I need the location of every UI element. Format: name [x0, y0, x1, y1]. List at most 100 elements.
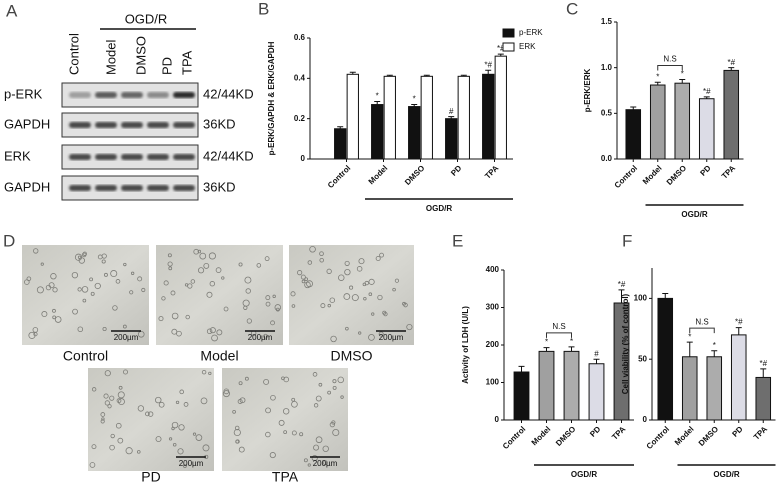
- cell: [270, 394, 276, 401]
- blot-band: [95, 185, 117, 191]
- bar: [588, 363, 605, 421]
- error-bar: [374, 101, 381, 105]
- y-tick-label: 1.5: [601, 17, 613, 26]
- cell: [263, 333, 268, 339]
- error-bar: [448, 116, 455, 119]
- cell: [382, 310, 387, 315]
- cell: [209, 281, 215, 287]
- cell: [183, 464, 187, 469]
- y-tick-label: 0.6: [294, 33, 306, 42]
- error-bar: [497, 53, 504, 57]
- cell: [158, 316, 164, 322]
- cell: [167, 253, 172, 258]
- cell: [123, 262, 127, 267]
- bar: [445, 118, 458, 160]
- cell: [91, 444, 97, 450]
- cell: [177, 448, 184, 455]
- cell: [303, 458, 308, 463]
- x-tick-label: DMSO: [403, 164, 426, 187]
- cell: [274, 304, 282, 311]
- cell: [358, 258, 365, 265]
- cell: [239, 397, 246, 404]
- cell: [264, 256, 270, 262]
- bar: [457, 75, 470, 160]
- cell: [94, 282, 101, 290]
- cell: [265, 407, 271, 414]
- bar: [538, 350, 555, 421]
- bar: [625, 109, 642, 160]
- significance-label: #: [449, 107, 454, 116]
- x-tick-label: TPA: [483, 163, 500, 180]
- cell: [36, 286, 44, 294]
- cell: [306, 280, 314, 288]
- bar: [723, 69, 740, 160]
- cell: [332, 385, 337, 390]
- cell: [275, 307, 280, 312]
- cell: [235, 439, 240, 444]
- y-tick-label: 100: [486, 378, 500, 387]
- blot-row-label: ERK: [4, 148, 31, 163]
- y-tick-label: 0: [643, 415, 648, 424]
- cell: [74, 253, 83, 261]
- error-bar: [679, 79, 686, 84]
- blot-band: [69, 154, 91, 160]
- bar: [649, 84, 666, 160]
- blot-band: [173, 122, 195, 128]
- cell: [101, 259, 106, 264]
- cell: [313, 403, 319, 408]
- bar: [513, 371, 530, 421]
- error-bar: [618, 289, 625, 303]
- cell: [163, 280, 169, 286]
- cell: [368, 278, 375, 285]
- x-tick-label: PD: [449, 163, 463, 177]
- x-tick-label: PD: [588, 424, 602, 438]
- bracket-label: N.S: [695, 317, 708, 326]
- x-tick-label: Control: [326, 164, 352, 190]
- cell: [238, 262, 243, 267]
- panel-letter: C: [566, 0, 578, 18]
- cell: [345, 326, 349, 331]
- bracket-label: N.S: [663, 55, 676, 64]
- bar: [706, 356, 723, 421]
- cell: [349, 285, 354, 290]
- cell: [168, 266, 173, 271]
- cell: [104, 272, 108, 277]
- cell: [201, 369, 207, 375]
- cell: [329, 297, 335, 303]
- lane-label: DMSO: [133, 36, 148, 75]
- error-bar: [423, 74, 430, 77]
- bracket: [689, 327, 715, 334]
- cell: [137, 330, 145, 338]
- significance-label: #: [594, 349, 599, 358]
- blot-band: [121, 154, 143, 160]
- cell: [234, 425, 240, 431]
- blot-size-label: 42/44KD: [203, 86, 254, 101]
- blot-row-label: p-ERK: [4, 86, 43, 101]
- significance-label: *: [688, 332, 691, 341]
- x-tick-label: DMSO: [697, 425, 720, 448]
- cell: [155, 436, 162, 443]
- micrograph: [22, 245, 149, 345]
- cell: [244, 276, 252, 284]
- cell: [206, 328, 213, 334]
- bar: [371, 104, 384, 160]
- x-tick-label: Control: [501, 425, 527, 451]
- error-bar: [386, 74, 393, 77]
- scale-label: 200µm: [313, 459, 338, 468]
- blot-band: [95, 122, 117, 128]
- bar: [563, 350, 580, 421]
- y-tick-label: 200: [486, 340, 500, 349]
- cell: [269, 452, 276, 459]
- cell: [312, 372, 318, 377]
- cell: [327, 303, 331, 308]
- cell: [263, 378, 270, 385]
- cell: [115, 279, 121, 284]
- cell: [197, 249, 202, 254]
- cell: [125, 447, 133, 455]
- image-label: TPA: [272, 469, 299, 485]
- cell: [344, 260, 350, 266]
- cell: [171, 421, 179, 429]
- panel-letter: B: [258, 0, 269, 18]
- scale-label: 200µm: [248, 333, 273, 342]
- cell: [110, 433, 115, 439]
